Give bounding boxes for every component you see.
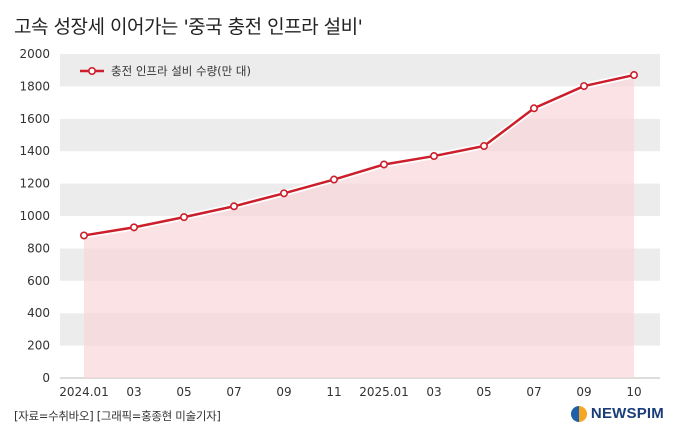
source-credit: [자료=수취바오] [그래픽=홍종현 미술기자] xyxy=(14,409,221,423)
x-tick-label: 2025.01 xyxy=(359,385,409,399)
legend: 충전 인프라 설비 수량(만 대) xyxy=(80,64,251,78)
series-line-stroke xyxy=(83,73,635,237)
data-points xyxy=(80,71,638,240)
x-tick-label: 11 xyxy=(326,385,341,399)
data-point xyxy=(429,152,438,161)
data-point xyxy=(230,202,239,211)
series-area xyxy=(84,75,634,378)
legend-label: 충전 인프라 설비 수량(만 대) xyxy=(111,64,251,78)
data-point xyxy=(579,82,588,91)
y-tick-label: 200 xyxy=(27,339,50,353)
data-point xyxy=(80,231,89,240)
x-tick-label: 03 xyxy=(126,385,141,399)
y-tick-label: 1200 xyxy=(19,177,50,191)
y-tick-label: 400 xyxy=(27,306,50,320)
chart-title: 고속 성장세 이어가는 '중국 충전 인프라 설비' xyxy=(14,16,363,38)
x-tick-label: 03 xyxy=(426,385,441,399)
data-point xyxy=(379,160,388,169)
x-tick-label: 2024.01 xyxy=(59,385,109,399)
data-point xyxy=(629,71,638,80)
y-tick-label: 0 xyxy=(42,371,50,385)
y-tick-label: 800 xyxy=(27,241,50,255)
x-tick-label: 10 xyxy=(626,385,641,399)
y-axis-ticks: 0 200 400 600 800 1000 1200 1400 1600 1800 2000 xyxy=(19,47,50,385)
legend-marker xyxy=(88,67,97,76)
data-point xyxy=(279,189,288,198)
x-tick-label: 07 xyxy=(226,385,241,399)
y-tick-label: 1600 xyxy=(19,112,50,126)
data-point xyxy=(529,104,538,113)
area-fill xyxy=(84,75,634,378)
y-tick-label: 1800 xyxy=(19,79,50,93)
data-point xyxy=(329,175,338,184)
y-tick-label: 1400 xyxy=(19,144,50,158)
y-tick-label: 1000 xyxy=(19,209,50,223)
data-point xyxy=(180,213,189,222)
brand-logo: NEWSPIM xyxy=(570,405,664,422)
x-tick-label: 09 xyxy=(276,385,291,399)
series-line xyxy=(83,72,635,239)
y-tick-label: 2000 xyxy=(19,47,50,61)
x-tick-label: 05 xyxy=(176,385,191,399)
data-point xyxy=(130,223,139,232)
x-tick-label: 09 xyxy=(576,385,591,399)
brand-name: NEWSPIM xyxy=(590,405,664,422)
grid-band xyxy=(60,54,660,87)
x-axis-ticks: 2024.01 03 05 07 09 11 2025.01 03 05 07 09 10 xyxy=(59,385,641,399)
data-point xyxy=(479,142,488,151)
newspim-logo-icon xyxy=(570,405,587,422)
x-tick-label: 07 xyxy=(526,385,541,399)
x-tick-label: 05 xyxy=(476,385,491,399)
y-tick-label: 600 xyxy=(27,274,50,288)
